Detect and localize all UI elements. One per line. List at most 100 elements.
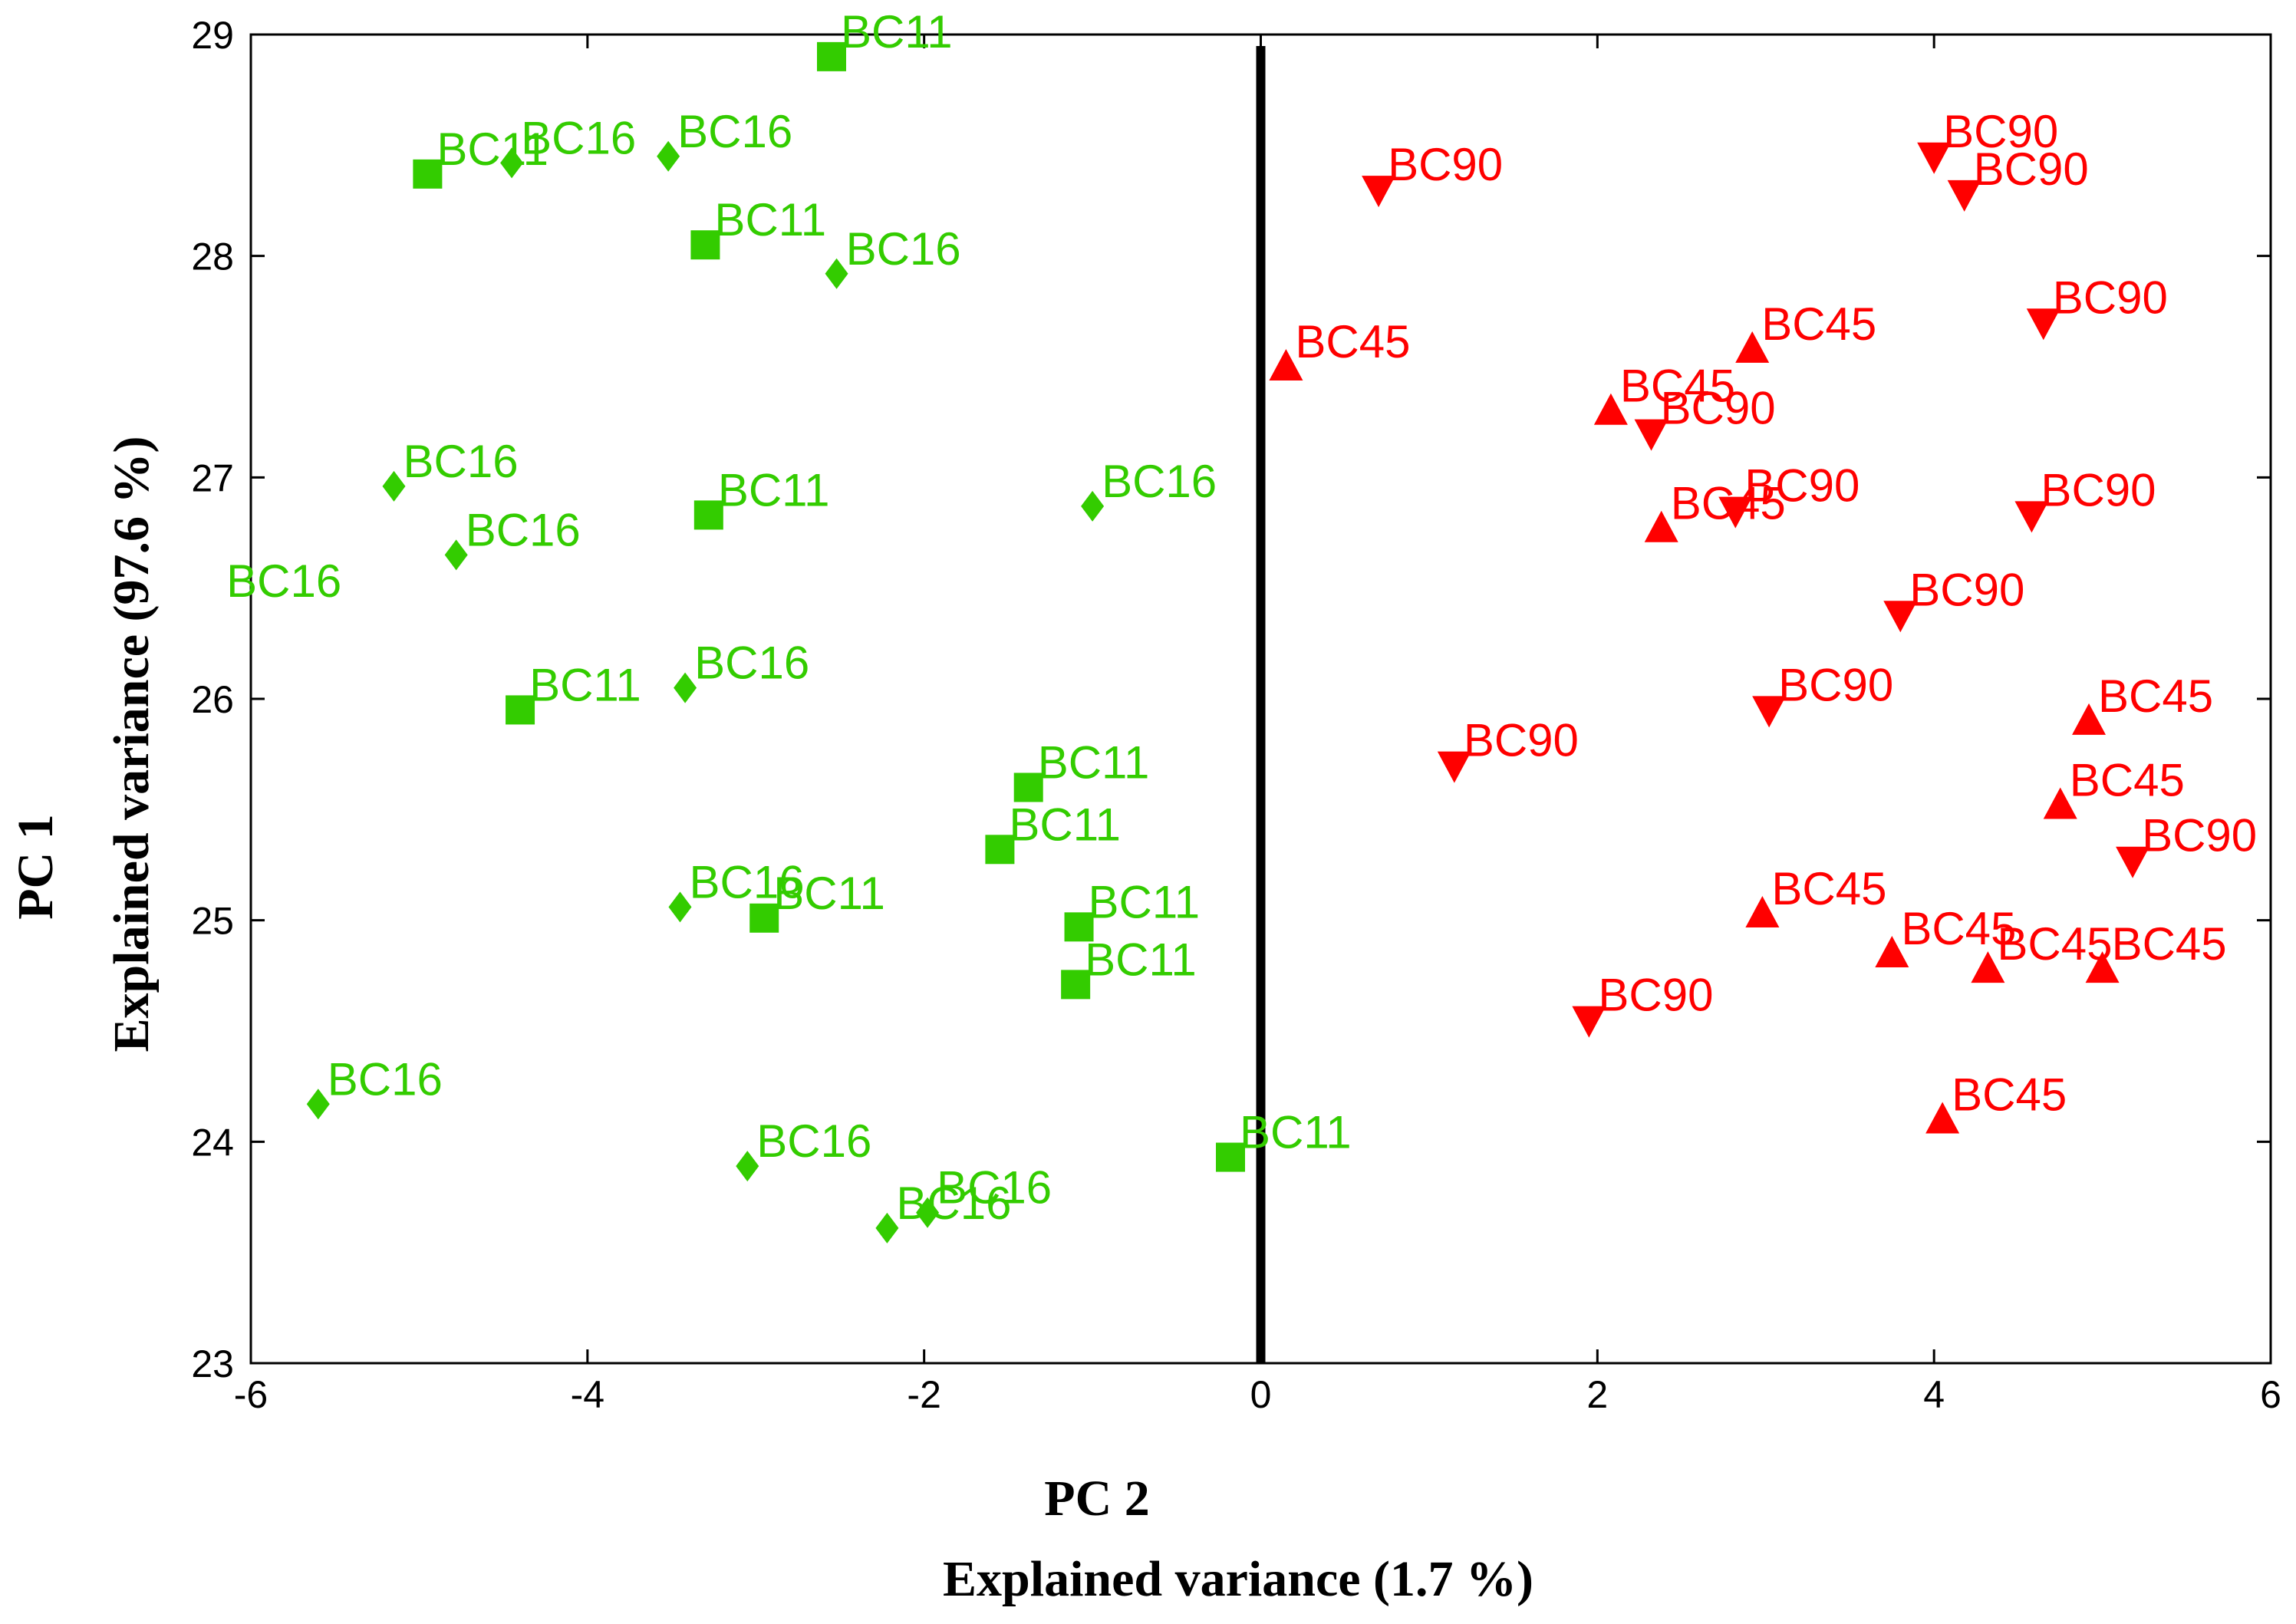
point-label-bc16: BC16 — [846, 223, 961, 275]
point-label-bc45: BC45 — [2112, 918, 2227, 970]
point-label-bc45: BC45 — [1620, 361, 1735, 412]
marker-bc45 — [2072, 703, 2107, 735]
point-label-bc11: BC11 — [436, 124, 548, 175]
marker-bc11 — [1061, 970, 1091, 1000]
marker-bc11 — [693, 500, 723, 530]
point-label-bc11: BC11 — [841, 6, 953, 58]
point-label-bc16: BC16 — [937, 1162, 1052, 1214]
marker-bc90 — [1883, 601, 1918, 633]
point-label-bc45: BC45 — [1901, 903, 2016, 954]
point-label-bc16: BC16 — [690, 856, 805, 908]
point-label-bc90: BC90 — [1943, 106, 2058, 157]
marker-bc11 — [1216, 1142, 1246, 1172]
point-label-bc11: BC11 — [718, 464, 830, 516]
point-label-bc90: BC90 — [1744, 460, 1860, 512]
point-label-bc16: BC16 — [521, 112, 636, 163]
marker-bc11 — [1064, 912, 1094, 942]
point-label-bc16: BC16 — [694, 637, 809, 689]
y-tick-label: 25 — [191, 900, 234, 943]
marker-bc90 — [1947, 180, 1981, 212]
y-tick-label: 24 — [191, 1121, 234, 1164]
point-label-bc90: BC90 — [1974, 143, 2089, 195]
marker-bc11 — [690, 230, 720, 260]
x-tick-label: -4 — [571, 1373, 604, 1416]
marker-bc45 — [1925, 1102, 1960, 1134]
point-label-bc11: BC11 — [1038, 736, 1150, 788]
point-label-bc90: BC90 — [2053, 272, 2168, 323]
point-label-bc11: BC11 — [1009, 799, 1121, 850]
point-label-bc90: BC90 — [1661, 383, 1776, 434]
marker-bc11 — [506, 695, 535, 725]
marker-bc90 — [1572, 1006, 1606, 1038]
marker-bc45 — [2043, 787, 2077, 819]
y-tick-label: 28 — [191, 236, 234, 278]
marker-bc16 — [825, 258, 848, 289]
marker-bc90 — [1437, 751, 1471, 783]
marker-bc45 — [1269, 349, 1303, 380]
marker-bc90 — [1917, 142, 1952, 174]
marker-bc16 — [916, 1197, 940, 1228]
x-tick-label: 0 — [1250, 1373, 1272, 1416]
marker-bc16 — [736, 1151, 759, 1182]
marker-bc11 — [985, 835, 1015, 865]
point-label-bc16: BC16 — [896, 1178, 1011, 1229]
point-label-bc45: BC45 — [1771, 863, 1886, 914]
marker-bc11 — [413, 159, 443, 189]
x-axis-subtitle: Explained variance (1.7 %) — [943, 1551, 1533, 1607]
marker-bc11 — [816, 41, 846, 71]
marker-bc45 — [1745, 896, 1780, 928]
y-tick-label: 27 — [191, 456, 234, 499]
point-label-bc16: BC16 — [226, 555, 341, 607]
marker-bc90 — [1752, 696, 1787, 728]
marker-bc16 — [382, 470, 406, 502]
marker-bc45 — [1971, 951, 2005, 983]
point-label-bc16: BC16 — [404, 436, 519, 487]
point-label-bc16: BC16 — [677, 106, 792, 157]
point-label-bc45: BC45 — [2070, 755, 2185, 806]
marker-bc45 — [2085, 951, 2120, 983]
marker-bc90 — [2116, 846, 2150, 878]
y-tick-label: 29 — [191, 14, 234, 57]
y-tick-label: 26 — [191, 678, 234, 721]
marker-bc11 — [1013, 772, 1043, 802]
point-label-bc90: BC90 — [1909, 564, 2024, 615]
marker-bc16 — [657, 140, 680, 172]
marker-bc90 — [1362, 176, 1396, 208]
point-label-bc16: BC16 — [756, 1115, 871, 1167]
marker-bc16 — [444, 539, 468, 571]
point-label-bc11: BC11 — [773, 868, 885, 919]
y-axis-title: PC 1 — [8, 814, 64, 919]
point-label-bc45: BC45 — [1952, 1069, 2067, 1120]
marker-bc45 — [1735, 331, 1770, 363]
x-tick-label: -2 — [907, 1373, 940, 1416]
point-label-bc45: BC45 — [2098, 670, 2213, 722]
marker-bc90 — [1634, 419, 1668, 451]
marker-bc45 — [1593, 393, 1628, 425]
point-label-bc45: BC45 — [1997, 918, 2112, 970]
y-axis-subtitle: Explained variance (97.6 %) — [104, 436, 160, 1052]
point-label-bc45: BC45 — [1295, 316, 1410, 367]
marker-bc11 — [749, 903, 779, 933]
x-axis-title: PC 2 — [1044, 1471, 1149, 1527]
point-label-bc45: BC45 — [1761, 298, 1876, 350]
marker-bc90 — [2014, 501, 2049, 533]
point-label-bc11: BC11 — [1085, 934, 1197, 985]
x-tick-label: -6 — [234, 1373, 268, 1416]
point-label-bc90: BC90 — [1388, 139, 1503, 190]
marker-bc16 — [1081, 490, 1105, 522]
x-tick-label: 2 — [1586, 1373, 1608, 1416]
marker-bc16 — [306, 1089, 330, 1120]
x-tick-label: 4 — [1923, 1373, 1945, 1416]
marker-bc16 — [674, 672, 697, 703]
point-label-bc11: BC11 — [1240, 1107, 1352, 1158]
point-label-bc16: BC16 — [1102, 456, 1217, 507]
y-tick-label: 23 — [191, 1342, 234, 1385]
point-label-bc16: BC16 — [466, 504, 581, 555]
x-tick-label: 6 — [2260, 1373, 2281, 1416]
point-label-bc90: BC90 — [2041, 464, 2156, 516]
point-label-bc90: BC90 — [1778, 659, 1893, 710]
marker-bc90 — [1718, 496, 1753, 529]
point-label-bc11: BC11 — [1089, 876, 1201, 927]
